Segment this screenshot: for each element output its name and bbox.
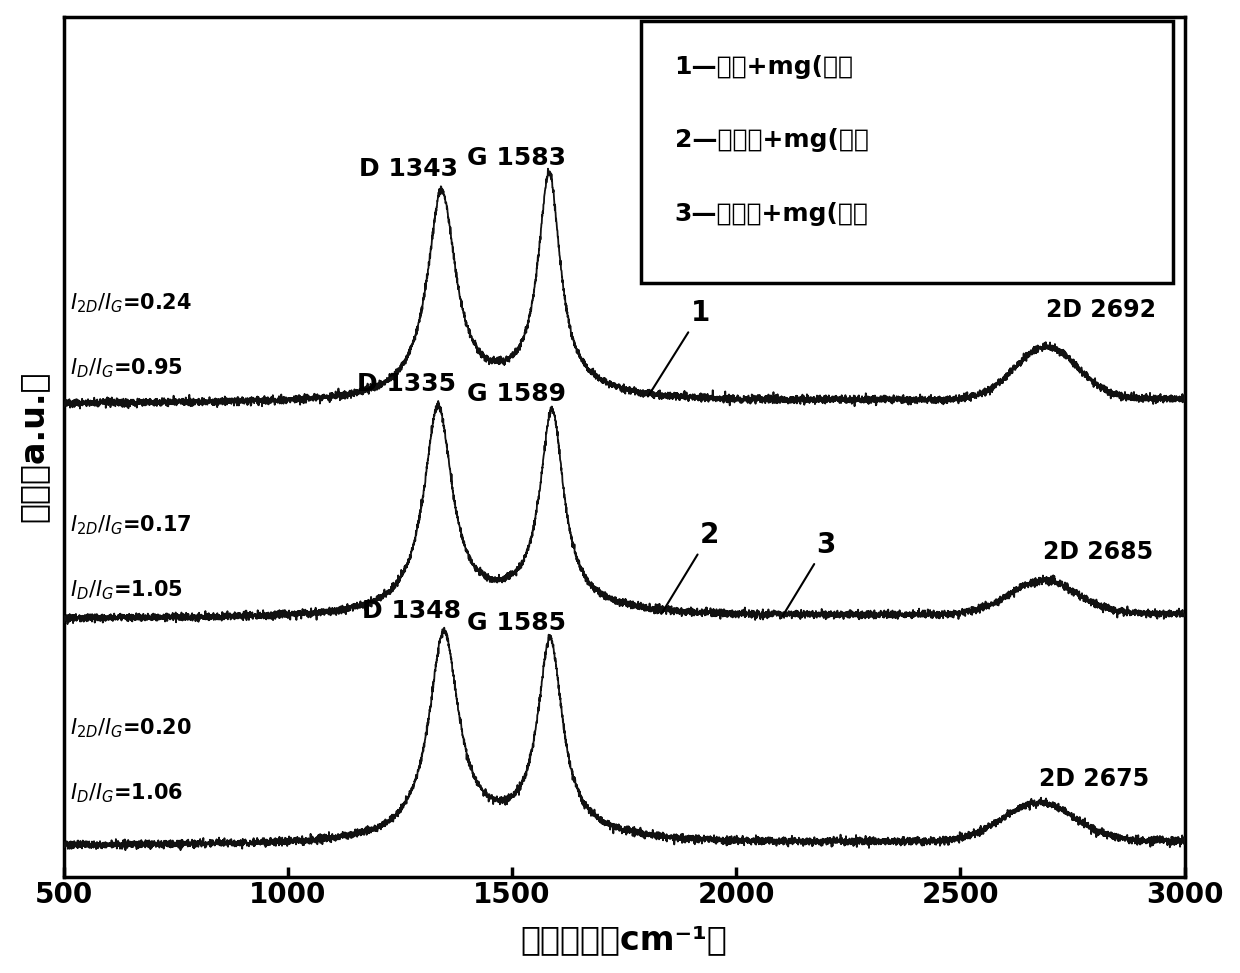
X-axis label: 拉曼位移（cm⁻¹）: 拉曼位移（cm⁻¹） [521, 923, 728, 956]
Text: $I_D/I_G$=1.06: $I_D/I_G$=1.06 [71, 781, 184, 805]
Text: D 1343: D 1343 [360, 158, 459, 182]
Text: D 1335: D 1335 [357, 373, 456, 396]
Text: 2D 2685: 2D 2685 [1043, 540, 1153, 563]
Text: 2: 2 [661, 522, 719, 614]
Text: 1—木屑+mg(空）: 1—木屑+mg(空） [675, 55, 853, 80]
Text: 3: 3 [782, 531, 836, 616]
Text: 2D 2675: 2D 2675 [1039, 767, 1149, 791]
Text: G 1589: G 1589 [467, 382, 565, 406]
Text: G 1583: G 1583 [467, 146, 565, 169]
Text: D 1348: D 1348 [362, 599, 460, 624]
Text: $I_{2D}/I_G$=0.24: $I_{2D}/I_G$=0.24 [71, 292, 192, 315]
Text: 1: 1 [649, 299, 711, 397]
FancyBboxPatch shape [641, 21, 1173, 283]
Y-axis label: 强度（a.u.）: 强度（a.u.） [16, 371, 50, 523]
Text: $I_{2D}/I_G$=0.20: $I_{2D}/I_G$=0.20 [71, 717, 192, 740]
Text: $I_D/I_G$=0.95: $I_D/I_G$=0.95 [71, 356, 184, 379]
Text: G 1585: G 1585 [467, 611, 565, 635]
Text: $I_D/I_G$=1.05: $I_D/I_G$=1.05 [71, 578, 184, 601]
Text: $I_{2D}/I_G$=0.17: $I_{2D}/I_G$=0.17 [71, 514, 192, 537]
Text: 3—秸秵訾+mg(空）: 3—秸秵訾+mg(空） [675, 201, 868, 226]
Text: 2—秸秵皮+mg(空）: 2—秸秵皮+mg(空） [675, 128, 868, 153]
Text: 2D 2692: 2D 2692 [1047, 299, 1157, 322]
